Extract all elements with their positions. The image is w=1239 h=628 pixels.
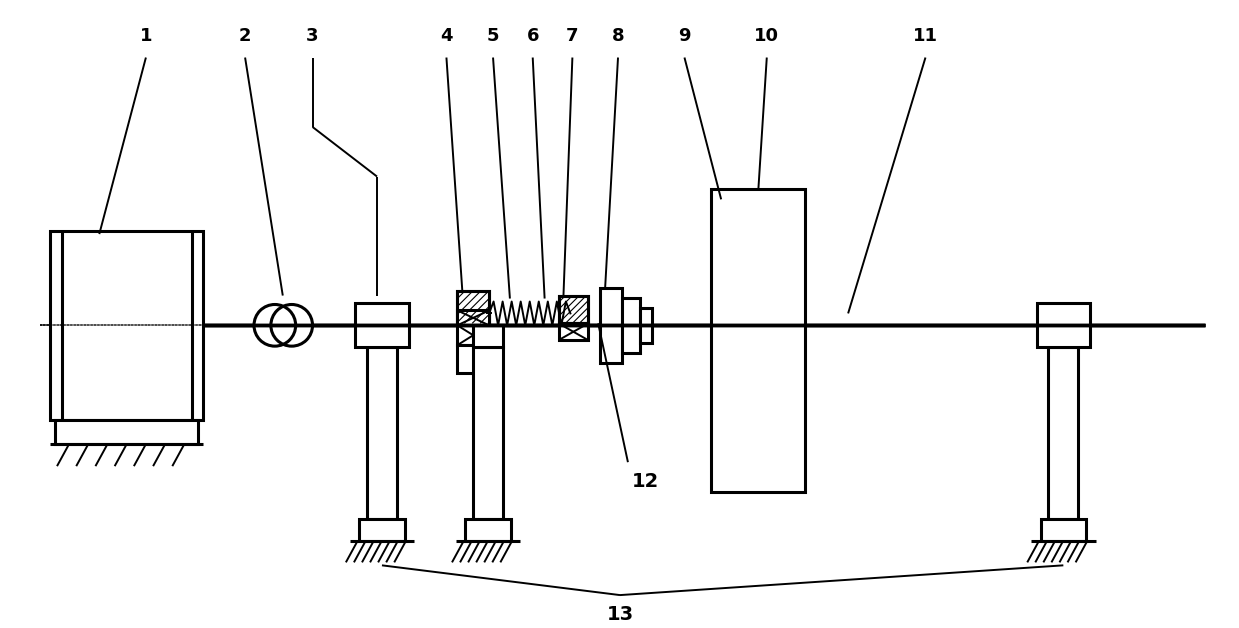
Circle shape (271, 305, 312, 346)
Bar (622, 298, 639, 352)
Text: 12: 12 (632, 472, 659, 491)
Text: 13: 13 (606, 605, 633, 624)
Bar (457, 291, 489, 323)
Text: 1: 1 (140, 27, 152, 45)
Bar (559, 323, 589, 340)
Text: 8: 8 (612, 27, 624, 45)
Bar (559, 296, 589, 323)
Bar (466, 519, 510, 541)
Bar (473, 325, 503, 347)
Text: 9: 9 (678, 27, 690, 45)
Circle shape (254, 305, 296, 346)
Bar (1041, 519, 1087, 541)
Text: 4: 4 (440, 27, 452, 45)
Bar (457, 325, 489, 345)
Bar (473, 347, 503, 519)
Bar (711, 190, 805, 492)
Bar (356, 303, 409, 347)
Text: 2: 2 (239, 27, 252, 45)
Bar (639, 308, 652, 343)
Bar (367, 347, 396, 519)
Text: 3: 3 (306, 27, 318, 45)
Bar (559, 296, 589, 323)
Bar (359, 519, 405, 541)
Text: 5: 5 (487, 27, 499, 45)
Bar (457, 310, 489, 325)
Text: 6: 6 (527, 27, 539, 45)
Bar (457, 291, 489, 323)
Bar (1048, 347, 1078, 519)
Text: 11: 11 (913, 27, 938, 45)
Text: 10: 10 (755, 27, 779, 45)
Bar (55, 420, 198, 445)
Bar (50, 231, 203, 420)
Bar (457, 345, 489, 373)
Bar (600, 288, 622, 362)
Bar (1037, 303, 1090, 347)
Text: 7: 7 (566, 27, 579, 45)
